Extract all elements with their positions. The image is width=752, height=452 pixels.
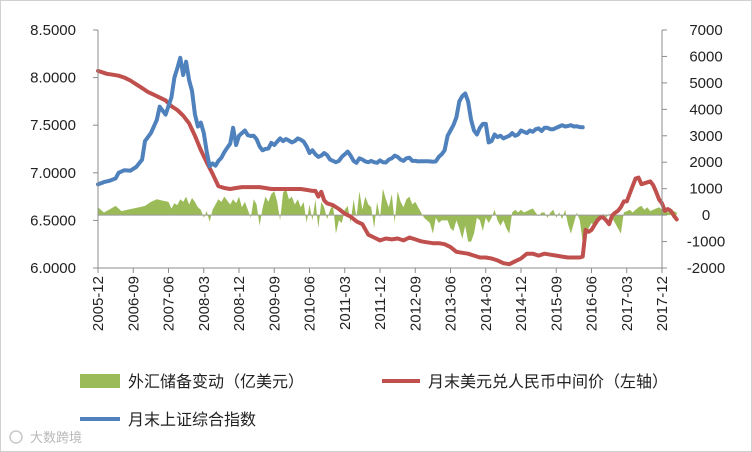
x-axis-tick-label: 2011-12 (372, 276, 389, 330)
legend-label-reserve: 外汇储备变动（亿美元） (128, 373, 304, 391)
x-axis-tick-label: 2011-03 (337, 276, 354, 330)
legend-label-cny: 月末美元兑人民币中间价（左轴） (428, 373, 668, 391)
x-axis-tick-label: 2017-03 (619, 276, 636, 331)
series-cny-line (96, 68, 679, 267)
right-axis-tick-label: -2000 (687, 260, 725, 277)
x-axis-tick-label: 2017-12 (654, 276, 671, 331)
right-axis-tick-label: 7000 (689, 22, 722, 39)
x-axis-tick-label: 2016-06 (584, 276, 601, 331)
legend-item-sse: 月末上证综合指数 (80, 411, 256, 429)
right-axis-tick-label: 5000 (689, 75, 722, 92)
x-axis-tick-label: 2013-06 (443, 276, 460, 331)
x-axis-tick-label: 2014-12 (513, 276, 530, 331)
legend-item-cny: 月末美元兑人民币中间价（左轴） (382, 373, 668, 391)
x-axis-tick-label: 2005-12 (90, 276, 107, 331)
watermark-logo-icon (9, 430, 23, 444)
legend-swatch-reserve (80, 374, 120, 388)
left-axis-tick-label: 7.0000 (30, 165, 76, 182)
legend-label-sse: 月末上证综合指数 (128, 411, 256, 429)
right-axis-tick-label: 0 (702, 207, 710, 224)
legend: 外汇储备变动（亿美元） 月末美元兑人民币中间价（左轴） 月末上证综合指数 (80, 373, 668, 429)
x-axis-tick-label: 2015-09 (548, 276, 565, 331)
axes-layer (93, 29, 667, 273)
tick-labels-layer: 6.0000 6.5000 7.0000 7.5000 8.0000 8.5000 -200… (30, 22, 725, 331)
x-axis-tick-label: 2014-03 (478, 276, 495, 331)
x-axis-tick-label: 2006-09 (125, 276, 142, 331)
x-axis-tick-label: 2008-12 (231, 276, 248, 331)
x-axis-tick-label: 2012-09 (407, 276, 424, 331)
right-axis-tick-label: -1000 (687, 234, 725, 251)
series-lines-layer (96, 55, 679, 267)
left-axis-tick-label: 6.0000 (30, 260, 76, 277)
right-axis-tick-label: 2000 (689, 154, 722, 171)
x-axis-tick-label: 2007-06 (161, 276, 178, 331)
left-axis-tick-label: 8.0000 (30, 70, 76, 87)
legend-item-reserve: 外汇储备变动（亿美元） (80, 373, 304, 391)
series-sse-line (96, 55, 585, 187)
x-axis-tick-label: 2010-06 (302, 276, 319, 331)
left-axis-tick-label: 7.5000 (30, 117, 76, 134)
watermark-text: 大数跨境 (30, 430, 82, 445)
right-axis-tick-label: 6000 (689, 48, 722, 65)
right-axis-tick-label: 3000 (689, 128, 722, 145)
watermark: 大数跨境 (9, 430, 82, 445)
right-axis-tick-label: 1000 (689, 181, 722, 198)
x-axis-tick-label: 2008-03 (196, 276, 213, 331)
left-axis-tick-label: 8.5000 (30, 22, 76, 39)
left-axis-tick-label: 6.5000 (30, 212, 76, 229)
x-axis-tick-label: 2009-09 (266, 276, 283, 331)
right-axis-tick-label: 4000 (689, 101, 722, 118)
